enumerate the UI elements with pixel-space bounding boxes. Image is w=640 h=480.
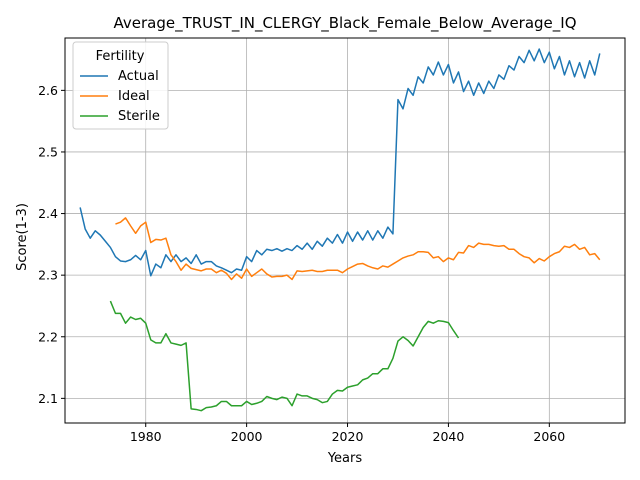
y-tick-label: 2.2 bbox=[38, 329, 58, 344]
legend: Fertility Actual Ideal Sterile bbox=[72, 41, 169, 130]
legend-entries: Actual Ideal Sterile bbox=[80, 69, 160, 124]
legend-label-sterile: Sterile bbox=[118, 109, 160, 124]
x-tick-label: 2000 bbox=[231, 429, 263, 444]
legend-label-actual: Actual bbox=[118, 69, 159, 84]
series-layer bbox=[79, 48, 601, 412]
y-tick-label: 2.5 bbox=[38, 144, 58, 159]
y-tick-label: 2.4 bbox=[38, 206, 58, 221]
x-tick-label: 1980 bbox=[130, 429, 162, 444]
series-line-actual bbox=[79, 48, 601, 277]
legend-label-ideal: Ideal bbox=[118, 89, 150, 104]
y-axis-label: Score(1-3) bbox=[15, 203, 30, 271]
y-tick-label: 2.1 bbox=[38, 391, 58, 406]
chart-title: Average_TRUST_IN_CLERGY_Black_Female_Bel… bbox=[113, 14, 576, 33]
x-tick-label: 2060 bbox=[533, 429, 565, 444]
legend-box bbox=[72, 41, 169, 130]
y-tick-label: 2.6 bbox=[38, 83, 58, 98]
x-axis-label: Years bbox=[327, 451, 363, 466]
tick-layer: 1980 2000 2020 2040 2060 2.1 2.2 2.3 2.4 2.5 2.6 bbox=[38, 83, 565, 444]
grid-layer bbox=[65, 38, 625, 423]
series-line-ideal bbox=[115, 217, 601, 281]
x-tick-label: 2040 bbox=[433, 429, 465, 444]
plot-frame bbox=[64, 37, 626, 424]
legend-title: Fertility bbox=[96, 49, 145, 64]
series-line-sterile bbox=[109, 300, 460, 412]
x-tick-label: 2020 bbox=[332, 429, 364, 444]
y-tick-label: 2.3 bbox=[38, 268, 58, 283]
